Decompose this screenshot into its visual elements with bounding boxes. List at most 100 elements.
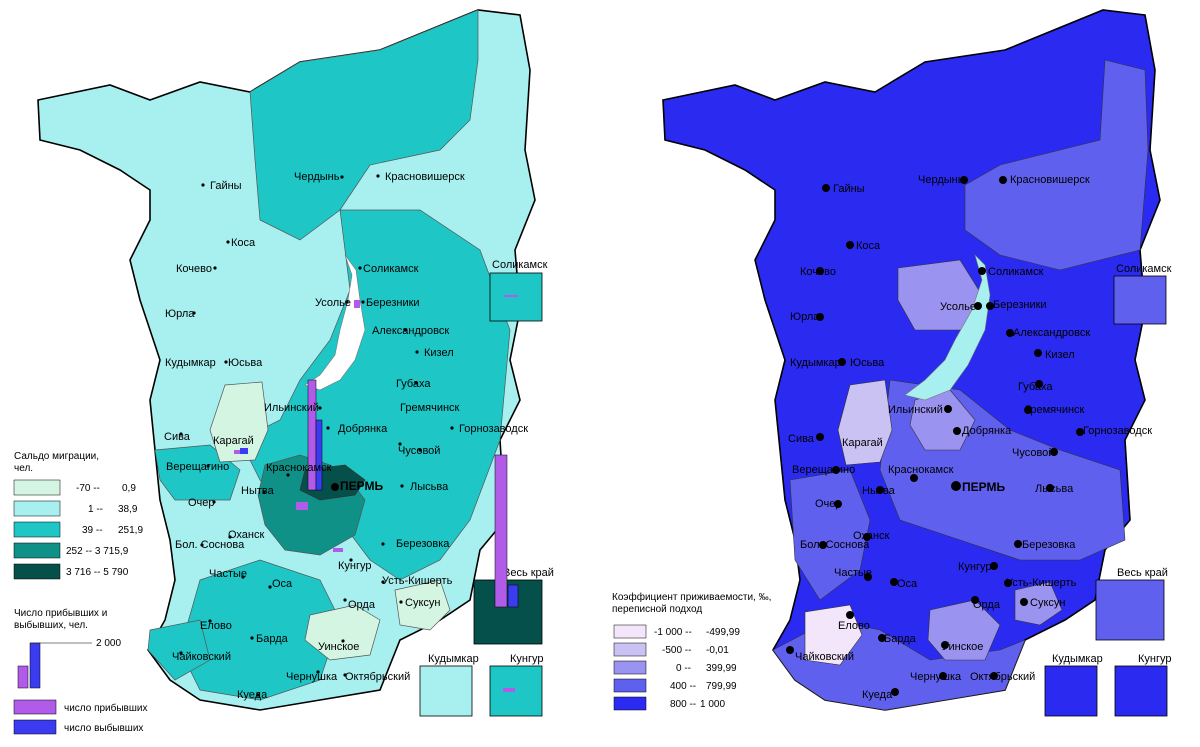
label-gremyachinsk: Гремячинск (400, 402, 460, 414)
left-region-elovo (147, 619, 211, 681)
label-lysva: Лысьва (410, 481, 449, 493)
left-legend-to-1: 0,9 (122, 483, 136, 494)
label-kizel: Кизел (424, 347, 454, 359)
right-inset-solikamsk-label: Соликамск (1116, 263, 1172, 275)
r-label-chusovoy: Чусовой (1012, 447, 1054, 459)
label-kudymkar: Кудымкар (165, 357, 216, 369)
bar-legend-title-1: Число прибывших и (14, 607, 107, 619)
left-inset-kudymkar-label: Кудымкар (428, 653, 479, 665)
right-legend-from-4: 400 -- (670, 681, 696, 692)
label-orda: Орда (348, 599, 376, 611)
label-usolye: Усолье (315, 297, 351, 309)
left-legend-title-2: чел. (14, 463, 33, 474)
label-ocher: Очер (188, 497, 215, 509)
label-nytva: Нытва (241, 485, 275, 497)
left-inset-all-label: Весь край (503, 567, 554, 579)
r-label-okhansk: Оханск (853, 530, 890, 542)
label-gainy: Гайны (210, 180, 242, 192)
r-label-uinskoe: Уинское (942, 641, 983, 653)
bar-legend-departures-sample (29, 642, 41, 689)
bar-arrivals-kungur (333, 548, 343, 552)
bar-legend-arrivals-sample (17, 665, 29, 689)
left-inset-kungur (489, 665, 543, 717)
legend-arrivals-label: число прибывших (64, 702, 147, 714)
r-label-yurla: Юрла (790, 311, 820, 323)
bar-arrivals-karagai (234, 450, 240, 454)
left-legend-to-2: 38,9 (118, 504, 138, 515)
r-label-gremyachinsk: Гремячинск (1025, 404, 1085, 416)
r-label-solikamsk: Соликамск (988, 266, 1044, 278)
label-kochevo: Кочево (176, 263, 212, 275)
legend-arrivals-swatch (13, 699, 57, 715)
r-label-nytva: Нытва (862, 485, 896, 497)
label-yurla: Юрла (165, 308, 195, 320)
label-oktyabrsky: Октябрьский (345, 671, 410, 683)
r-label-osa: Оса (897, 578, 918, 590)
right-city-dots (786, 176, 1084, 696)
right-legend-swatch-1 (613, 624, 647, 639)
right-inset-all-label: Весь край (1117, 567, 1168, 579)
r-label-kochevo: Кочево (800, 266, 836, 278)
label-yusva: Юсьва (228, 357, 263, 369)
r-label-krasnovishersk: Красновишерск (1010, 174, 1090, 186)
left-legend-swatch-1 (13, 479, 61, 496)
left-city-dots (179, 174, 454, 697)
r-label-ocher: Очер (815, 498, 842, 510)
legend-departures-swatch (13, 719, 57, 735)
right-region-base (662, 9, 1161, 711)
right-legend-from-5: 800 -- (670, 699, 696, 710)
r-label-karagai: Карагай (842, 437, 883, 449)
label-aleksandrovsk: Александровск (372, 325, 449, 337)
left-legend-to-3: 251,9 (118, 525, 143, 536)
r-label-kungur: Кунгур (958, 561, 992, 573)
right-inset-kudymkar-label: Кудымкар (1052, 653, 1103, 665)
right-inset-all (1095, 579, 1165, 641)
right-inset-kungur (1114, 665, 1168, 717)
r-label-chernushka: Чернушка (910, 671, 962, 683)
right-region-karagai (837, 379, 893, 466)
label-cherdyn: Чердынь (294, 171, 340, 183)
r-label-berezniki: Березники (993, 299, 1047, 311)
label-osa: Оса (272, 578, 293, 590)
left-inset-kudymkar (419, 665, 473, 717)
label-kosa: Коса (231, 237, 256, 249)
r-label-bol-sosnova: Бол. Соснова (800, 539, 870, 551)
r-label-kueda: Куеда (862, 689, 893, 701)
r-label-cherdyn: Чердынь (918, 174, 964, 186)
right-region-elovo (804, 604, 863, 666)
label-kueda: Куеда (237, 689, 268, 701)
label-solikamsk: Соликамск (363, 263, 419, 275)
left-map: Гайны Чердынь Красновишерск Коса Кочево … (13, 9, 554, 735)
label-krasnovishersk: Красновишерск (385, 171, 465, 183)
r-label-elovo: Елово (838, 620, 870, 632)
r-label-oktyabrsky: Октябрьский (970, 671, 1035, 683)
r-label-usolye: Усолье (940, 301, 976, 313)
r-label-siva: Сива (788, 433, 815, 445)
left-legend-swatch-4 (13, 542, 61, 559)
r-label-lysva: Лысьва (1035, 483, 1074, 495)
left-region-karagai (209, 381, 269, 463)
left-inset-kungur-bar (503, 688, 515, 692)
label-chaikovsky: Чайковский (172, 651, 231, 663)
label-vereshchagino: Верещагино (166, 461, 229, 473)
right-legend-to-4: 799,99 (706, 681, 737, 692)
label-barda: Барда (256, 633, 289, 645)
label-kungur: Кунгур (338, 560, 372, 572)
left-inset-solikamsk-bar (504, 295, 518, 297)
r-label-yusva: Юсьва (850, 357, 885, 369)
label-chusovoy: Чусовой (398, 445, 440, 457)
right-legend-title-2: переписной подход (612, 604, 702, 615)
r-label-chastye: Частые (834, 567, 872, 579)
label-elovo: Елово (200, 620, 232, 632)
right-legend-to-3: 399,99 (706, 663, 737, 674)
legend-departures-label: число выбывших (64, 722, 143, 734)
r-label-kizel: Кизел (1045, 349, 1075, 361)
label-karagai: Карагай (213, 435, 254, 447)
r-label-barda: Барда (884, 633, 917, 645)
label-gornozavodsk: Горнозаводск (459, 423, 528, 435)
left-legend-swatch-2 (13, 500, 61, 517)
left-region-uinskoe (304, 604, 381, 661)
right-map: Гайны Чердынь Красновишерск Коса Кочево … (612, 9, 1172, 717)
label-dobryanka: Добрянка (338, 423, 388, 435)
bar-departures-karagai (240, 448, 248, 454)
